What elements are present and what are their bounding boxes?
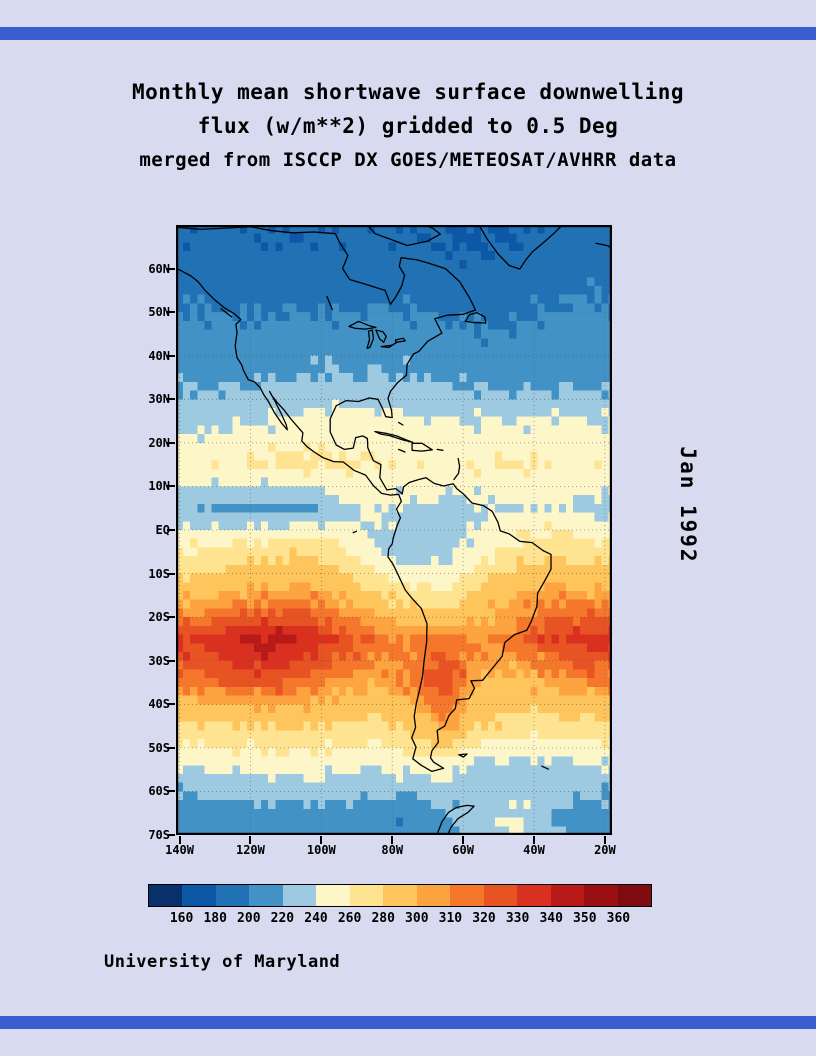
lat-tick-label: 10S bbox=[148, 566, 170, 581]
colorbar-segment bbox=[483, 885, 518, 906]
lat-tick-mark bbox=[167, 746, 175, 749]
lat-tick-mark bbox=[167, 441, 175, 444]
lat-tick-label: 20S bbox=[148, 610, 170, 625]
lat-tick-label: 20N bbox=[148, 435, 170, 450]
colorbar-segment bbox=[316, 885, 350, 906]
colorbar-tick-label: 260 bbox=[337, 911, 362, 926]
colorbar-tick-label: 360 bbox=[606, 911, 631, 926]
colorbar-segment bbox=[584, 885, 618, 906]
date-label: Jan 1992 bbox=[676, 446, 700, 564]
colorbar-segment bbox=[282, 885, 317, 906]
colorbar-segment bbox=[182, 885, 216, 906]
lon-tick-mark bbox=[603, 836, 606, 844]
colorbar-segment bbox=[617, 885, 652, 906]
flux-map-plot: 60N 50N 40N 30N 20N 10N EQ 10S 20S 30S 40S 50S 60S 70… bbox=[148, 225, 616, 857]
colorbar-scale bbox=[148, 884, 652, 907]
colorbar-segment bbox=[249, 885, 283, 906]
lat-tick-mark bbox=[167, 572, 175, 575]
lon-tick-label: 20W bbox=[594, 843, 616, 857]
colorbar-tick-label: 220 bbox=[270, 911, 295, 926]
lat-tick-mark bbox=[167, 616, 175, 619]
lon-tick-mark bbox=[249, 836, 252, 844]
lon-tick-label: 80W bbox=[381, 843, 404, 857]
colorbar-tick-label: 340 bbox=[539, 911, 563, 926]
title-line-2: flux (w/m**2) gridded to 0.5 Deg bbox=[197, 114, 619, 138]
lat-tick-label: EQ bbox=[155, 523, 170, 537]
colorbar-segment bbox=[550, 885, 585, 906]
bottom-border-bar bbox=[0, 1016, 816, 1029]
lat-tick-label: 30S bbox=[148, 653, 170, 668]
colorbar: 160 180 200 220 240 260 280 300 310 320 330 340 350 3… bbox=[148, 884, 652, 927]
lat-tick-label: 10N bbox=[148, 479, 170, 494]
colorbar-tick-label: 320 bbox=[472, 911, 496, 926]
colorbar-segment bbox=[215, 885, 250, 906]
colorbar-segment bbox=[517, 885, 551, 906]
lat-tick-mark bbox=[167, 659, 175, 662]
lon-tick-label: 100W bbox=[306, 843, 336, 857]
colorbar-tick-label: 310 bbox=[438, 911, 463, 926]
top-border-bar bbox=[0, 27, 816, 40]
lat-tick-mark bbox=[167, 267, 175, 270]
colorbar-tick-label: 240 bbox=[304, 911, 328, 926]
lat-tick-label: 40S bbox=[148, 697, 170, 712]
colorbar-tick-label: 160 bbox=[169, 911, 194, 926]
lat-tick-mark bbox=[167, 311, 175, 314]
lat-tick-mark bbox=[167, 354, 175, 357]
lat-tick-mark bbox=[167, 398, 175, 401]
credit-text: University of Maryland bbox=[104, 952, 341, 972]
colorbar-labels: 160 180 200 220 240 260 280 300 310 320 330 340 350 3… bbox=[148, 907, 652, 927]
map-gridlines bbox=[176, 225, 612, 835]
colorbar-tick-label: 330 bbox=[505, 911, 530, 926]
colorbar-segment bbox=[149, 885, 183, 906]
lon-tick-label: 40W bbox=[523, 843, 545, 857]
lat-tick-mark bbox=[167, 834, 175, 836]
map-frame bbox=[176, 225, 612, 835]
colorbar-tick-label: 350 bbox=[573, 911, 597, 926]
lat-tick-label: 40N bbox=[148, 348, 170, 363]
lon-tick-label: 140W bbox=[165, 843, 194, 857]
lon-tick-mark bbox=[320, 836, 323, 844]
lat-tick-mark bbox=[167, 529, 175, 531]
lon-tick-mark bbox=[178, 836, 181, 844]
lon-tick-label: 60W bbox=[452, 843, 474, 857]
colorbar-tick-label: 300 bbox=[405, 911, 429, 926]
flux-field bbox=[176, 225, 612, 835]
title-line-1: Monthly mean shortwave surface downwelli… bbox=[131, 80, 684, 104]
lat-tick-label: 50S bbox=[148, 740, 170, 755]
lat-tick-label: 50N bbox=[148, 305, 170, 320]
flux-map bbox=[176, 225, 612, 835]
lat-tick-mark bbox=[167, 485, 175, 488]
colorbar-tick-label: 280 bbox=[371, 911, 395, 926]
colorbar-segment bbox=[383, 885, 417, 906]
lat-tick-label: 60N bbox=[148, 261, 170, 276]
lon-tick-mark bbox=[533, 836, 536, 844]
lon-tick-mark bbox=[462, 836, 465, 844]
lat-tick-label: 60S bbox=[148, 784, 170, 799]
lat-tick-label: 30N bbox=[148, 392, 170, 407]
colorbar-segment bbox=[349, 885, 384, 906]
colorbar-tick-label: 200 bbox=[237, 911, 261, 926]
colorbar-segment bbox=[416, 885, 451, 906]
lat-tick-label: 70S bbox=[148, 828, 170, 842]
lon-tick-mark bbox=[391, 836, 394, 844]
colorbar-tick-label: 180 bbox=[203, 911, 227, 926]
lat-tick-mark bbox=[167, 703, 175, 706]
coastlines bbox=[176, 225, 612, 835]
colorbar-segment bbox=[450, 885, 484, 906]
lat-tick-mark bbox=[167, 790, 175, 793]
lon-tick-label: 120W bbox=[235, 843, 265, 857]
title-line-3: merged from ISCCP DX GOES/METEOSAT/AVHRR… bbox=[139, 149, 677, 171]
